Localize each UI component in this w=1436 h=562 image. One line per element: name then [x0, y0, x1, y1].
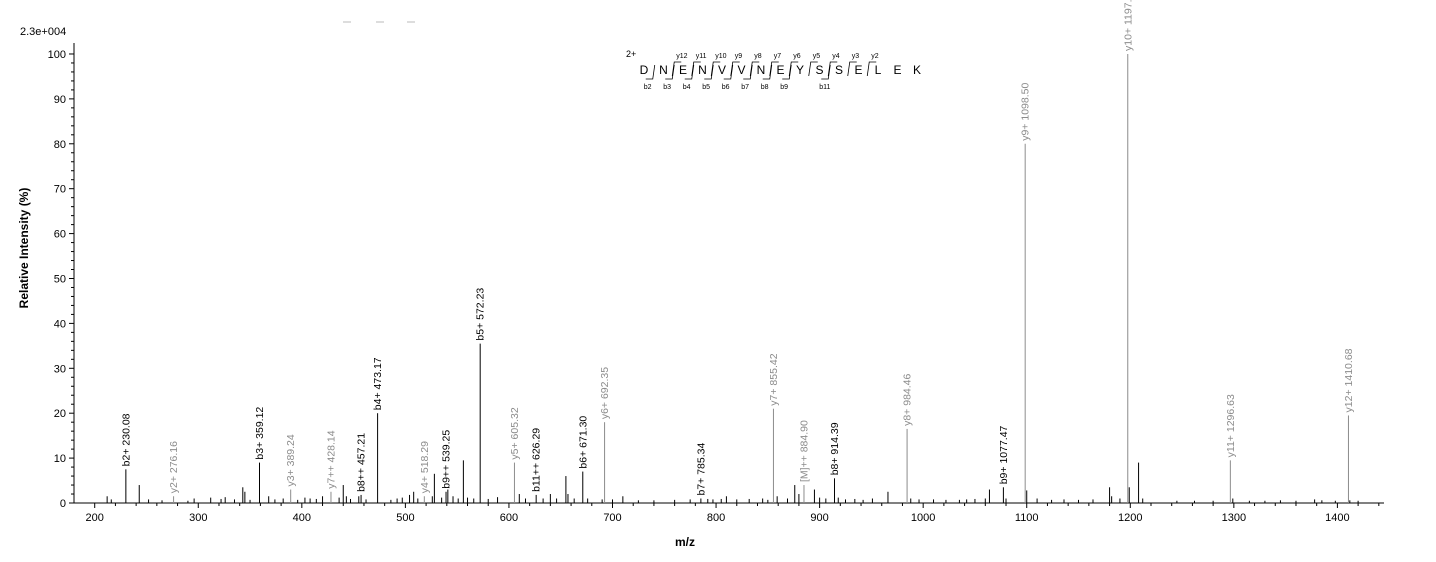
- peak-label: y9+ 1098.50: [1020, 83, 1032, 141]
- x-tick-label: 400: [293, 512, 311, 524]
- sequence-residue: K: [913, 63, 921, 77]
- peak-label: y3+ 389.24: [285, 434, 297, 486]
- sequence-residue: N: [757, 63, 766, 77]
- peak-label: b9++ 539.25: [441, 430, 453, 489]
- y-tick-label: 30: [54, 363, 66, 375]
- peak-label: y10+ 1197.57: [1122, 0, 1134, 51]
- y-axis-title: Relative Intensity (%): [17, 188, 31, 309]
- x-tick-label: 600: [500, 512, 518, 524]
- sequence-residue: S: [815, 63, 823, 77]
- sequence-residue: E: [893, 63, 901, 77]
- x-tick-label: 300: [189, 512, 207, 524]
- y-tick-label: 80: [54, 139, 66, 151]
- b-ion-label: b4: [683, 84, 691, 91]
- x-tick-label: 1100: [1015, 512, 1039, 524]
- peak-label: b8+ 914.39: [829, 422, 841, 475]
- peak-label: b4+ 473.17: [372, 357, 384, 410]
- y-ion-label: y12: [676, 53, 687, 60]
- peak-label: y8+ 984.46: [902, 373, 914, 425]
- axes: [74, 43, 1384, 503]
- peak-label: y2+ 276.16: [168, 441, 180, 493]
- y-tick-label: 90: [54, 94, 66, 106]
- peak-label: y6+ 692.35: [599, 367, 611, 419]
- charge-state-label: 2+: [626, 49, 636, 59]
- y-ion-label: y6: [793, 53, 801, 60]
- peak-label: b2+ 230.08: [120, 413, 132, 466]
- b-ion-label: b6: [722, 84, 730, 91]
- sequence-residue: S: [835, 63, 843, 77]
- y-ion-label: y11: [696, 53, 707, 60]
- sequence-residue: V: [737, 63, 745, 77]
- x-axis-title: m/z: [675, 535, 695, 549]
- x-tick-label: 800: [707, 512, 725, 524]
- x-axis-ticks: 200 300 400 500 600 700 800 900 1000 1100 1200 1300…: [86, 503, 1379, 524]
- sequence-residue: Y: [796, 63, 804, 77]
- sequence-residue: E: [854, 63, 862, 77]
- b-ion-label: b11: [819, 84, 830, 91]
- peak-label: y7++ 428.14: [325, 430, 337, 489]
- peak-label: b8++ 457.21: [356, 433, 368, 492]
- y-ion-label: y2: [871, 53, 879, 60]
- sequence-residue: D: [640, 63, 649, 77]
- y-tick-label: 100: [48, 49, 66, 61]
- y-tick-label: 60: [54, 229, 66, 241]
- peak-label: y5+ 605.32: [509, 407, 521, 459]
- sequence-residue: E: [776, 63, 784, 77]
- x-tick-label: 1200: [1118, 512, 1142, 524]
- y-ion-label: y9: [735, 53, 743, 60]
- x-tick-label: 200: [86, 512, 104, 524]
- peak-label: b7+ 785.34: [695, 443, 707, 496]
- b-ion-label: b3: [663, 84, 671, 91]
- y-ion-label: y3: [852, 53, 860, 60]
- x-tick-label: 900: [810, 512, 828, 524]
- y-tick-label: 20: [54, 408, 66, 420]
- y-tick-label: 0: [60, 498, 66, 510]
- peak-label: b6+ 671.30: [577, 416, 589, 469]
- b-ion-label: b2: [644, 84, 652, 91]
- x-tick-label: 1300: [1222, 512, 1246, 524]
- b-ion-label: b9: [780, 84, 788, 91]
- peak-label: y11+ 1296.63: [1225, 394, 1237, 457]
- y-axis-ticks: 0 10 20 30 40 50 60 70 80 90 100: [48, 49, 74, 510]
- b-ion-label: b7: [741, 84, 749, 91]
- y-tick-label: 10: [54, 453, 66, 465]
- y-ion-label: y7: [774, 53, 782, 60]
- intensity-scale-label: 2.3e+004: [20, 26, 66, 38]
- y-ion-label: y10: [715, 53, 726, 60]
- peak-label: b3+ 359.12: [254, 407, 266, 460]
- b-ion-label: b8: [761, 84, 769, 91]
- peak-label: y4+ 518.29: [419, 441, 431, 493]
- x-tick-label: 700: [603, 512, 621, 524]
- peak-label: y12+ 1410.68: [1343, 348, 1355, 412]
- sequence-residue: L: [875, 63, 882, 77]
- sequence-residue: N: [698, 63, 707, 77]
- y-tick-label: 70: [54, 184, 66, 196]
- peak-label: b9+ 1077.47: [998, 425, 1010, 484]
- x-tick-label: 500: [396, 512, 414, 524]
- peak-label: [M]++ 884.90: [798, 420, 810, 482]
- x-tick-label: 1400: [1325, 512, 1349, 524]
- y-ion-label: y4: [832, 53, 840, 60]
- sequence-residue: E: [679, 63, 687, 77]
- y-tick-label: 50: [54, 273, 66, 285]
- y-tick-label: 40: [54, 318, 66, 330]
- y-ion-label: y5: [813, 53, 821, 60]
- b-ion-label: b5: [702, 84, 710, 91]
- peak-label: y7+ 855.42: [768, 353, 780, 405]
- x-tick-label: 1000: [911, 512, 935, 524]
- sequence-residue: V: [718, 63, 726, 77]
- sequence-residue: N: [659, 63, 668, 77]
- peak-label: b11++ 626.29: [531, 428, 543, 492]
- peak-label: b5+ 572.23: [475, 288, 487, 341]
- y-ion-label: y8: [754, 53, 762, 60]
